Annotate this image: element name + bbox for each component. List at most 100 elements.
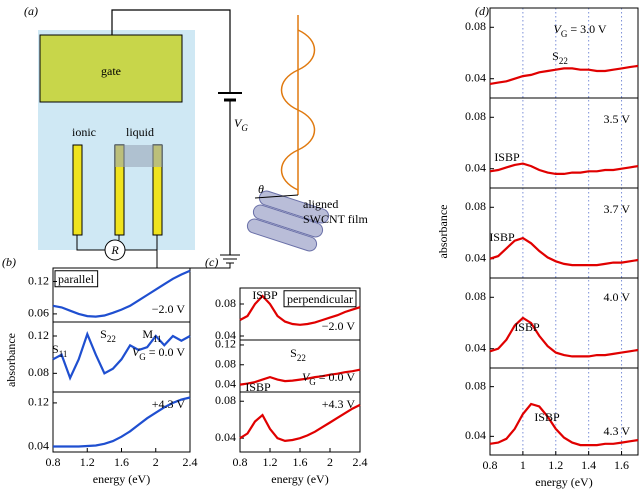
annotation-text: ISBP — [252, 288, 278, 302]
annotation: ISBP — [245, 380, 271, 394]
x-axis-label: energy (eV) — [271, 472, 328, 486]
annotation-text: V — [302, 370, 311, 384]
data-line — [239, 403, 361, 443]
film — [246, 190, 330, 252]
x-tick-label: 0.8 — [483, 458, 498, 472]
x-tick-label: 1.6 — [614, 458, 629, 472]
annotation-text: ISBP — [489, 230, 515, 244]
annotation-text: 3.5 V — [604, 112, 631, 126]
annotation: 4.3 V — [604, 424, 631, 438]
panel-label: (d) — [475, 4, 489, 18]
y-tick-label: 0.04 — [465, 70, 486, 84]
y-tick-label: 0.04 — [465, 160, 486, 174]
film-label: SWCNT film — [303, 212, 368, 226]
y-axis-label: absorbance — [4, 333, 18, 387]
wire — [156, 250, 231, 269]
data-line — [489, 236, 639, 267]
annotation-text: +4.3 V — [322, 397, 356, 411]
data-line — [489, 162, 639, 175]
annotation: perpendicular — [287, 292, 353, 306]
y-tick-label: 0.08 — [28, 365, 49, 379]
ionic-label: ionic — [72, 125, 96, 139]
annotation-text: −2.0 V — [322, 319, 356, 333]
y-tick-label: 0.04 — [215, 376, 236, 390]
annotation-text: ISBP — [245, 380, 271, 394]
y-tick-label: 0.12 — [28, 273, 49, 287]
annotation: ISBP — [489, 230, 515, 244]
annotation: 3.7 V — [604, 202, 631, 216]
annotation-subscript: 11 — [153, 334, 162, 344]
y-tick-label: 0.12 — [28, 328, 49, 342]
y-tick-label: 0.04 — [215, 430, 236, 444]
angle-line — [254, 194, 299, 199]
angle-label: θ — [258, 182, 264, 196]
annotation-text: V — [553, 22, 562, 36]
annotation-text: ISBP — [534, 410, 560, 424]
electrode — [72, 144, 83, 236]
x-tick-label: 0.8 — [233, 455, 248, 469]
annotation: ISBP — [514, 320, 540, 334]
wire — [76, 235, 105, 251]
y-tick-label: 0.08 — [215, 357, 236, 371]
x-tick-label: 1.6 — [293, 455, 308, 469]
voltage-label: VG — [234, 116, 248, 133]
annotation-subscript: 11 — [59, 349, 68, 359]
x-tick-label: 1.6 — [114, 455, 129, 469]
x-tick-label: 1.4 — [581, 458, 596, 472]
annotation-text: ISBP — [514, 320, 540, 334]
y-tick-label: 0.04 — [465, 428, 486, 442]
x-tick-label: 2 — [153, 455, 159, 469]
data-line — [489, 402, 639, 447]
gate-label: gate — [101, 64, 121, 78]
y-tick-label: 0.04 — [28, 438, 49, 452]
annotation-text: S — [290, 346, 297, 360]
panel-label: (c) — [205, 255, 218, 269]
annotation: S22 — [100, 327, 116, 344]
panel-label: (a) — [24, 4, 38, 18]
x-tick-label: 2.4 — [353, 455, 368, 469]
annotation-subscript: 22 — [297, 353, 306, 363]
x-tick-label: 1.2 — [80, 455, 95, 469]
annotation: S22 — [552, 49, 568, 66]
axes-frame — [489, 367, 639, 456]
annotation: +4.3 V — [152, 397, 186, 411]
annotation-text: S — [100, 327, 107, 341]
x-tick-label: 2 — [327, 455, 333, 469]
annotation: VG = 0.0 V — [302, 370, 355, 387]
annotation: −2.0 V — [322, 319, 356, 333]
y-tick-label: 0.04 — [465, 340, 486, 354]
annotation-subscript: G — [309, 377, 316, 387]
wave — [280, 29, 316, 191]
annotation: VG = 3.0 V — [553, 22, 606, 39]
data-line — [239, 368, 361, 386]
annotation: 4.0 V — [604, 290, 631, 304]
gate-electrode — [39, 34, 183, 103]
annotation: 3.5 V — [604, 112, 631, 126]
y-tick-label: 0.04 — [215, 328, 236, 342]
annotation-subscript: 22 — [559, 56, 568, 66]
annotation-text: = 0.0 V — [316, 370, 356, 384]
data-line — [52, 269, 191, 318]
annotation-box — [283, 290, 357, 308]
y-tick-label: 0.08 — [465, 199, 486, 213]
y-tick-label: 0.06 — [28, 306, 49, 320]
annotation-text: S — [552, 49, 559, 63]
y-axis-label: absorbance — [436, 205, 450, 259]
resistor — [104, 239, 126, 261]
x-tick-label: 1.2 — [548, 458, 563, 472]
annotation: VG = 0.0 V — [132, 345, 185, 362]
y-tick-label: 0.08 — [465, 109, 486, 123]
data-line — [489, 316, 639, 358]
annotation: S22 — [290, 346, 306, 363]
annotation: ISBP — [534, 410, 560, 424]
annotation-subscript: G — [139, 352, 146, 362]
x-axis-label: energy (eV) — [535, 475, 592, 489]
panel-label: (b) — [2, 255, 16, 269]
data-line — [53, 396, 191, 448]
data-line — [489, 64, 639, 85]
annotation-text: M — [142, 327, 153, 341]
schematic: (a) gate ionic liquid VG R θ aligned SWC… — [24, 4, 368, 269]
annotation-text: 4.0 V — [604, 290, 631, 304]
y-tick-label: 0.08 — [465, 378, 486, 392]
